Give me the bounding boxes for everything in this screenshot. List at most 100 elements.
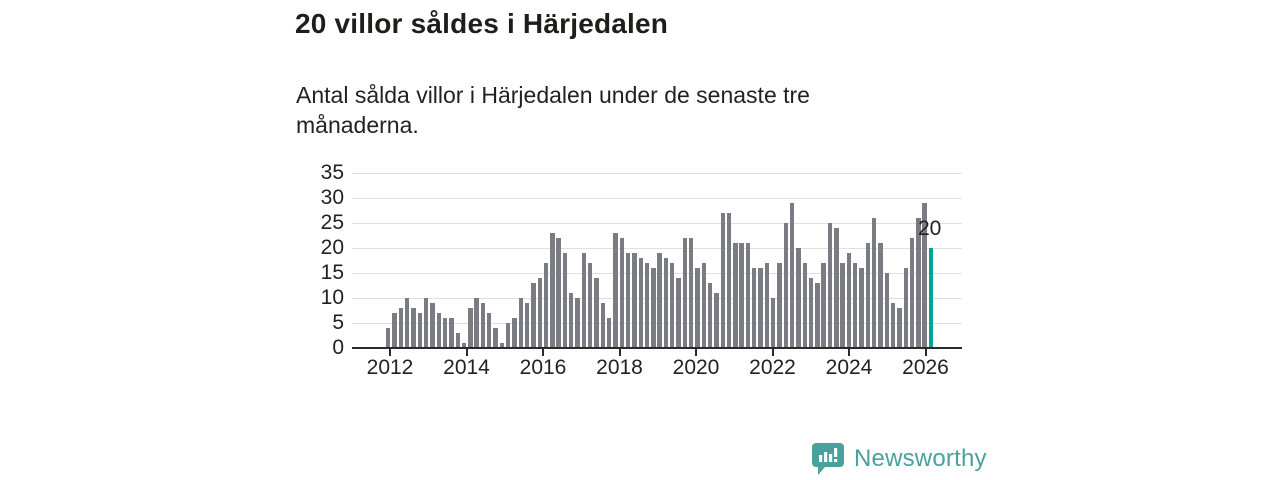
bar — [487, 313, 492, 348]
y-tick-label-0: 0 — [332, 336, 344, 359]
bar — [815, 283, 820, 348]
y-tick-label-10: 10 — [320, 286, 344, 309]
bar — [386, 328, 391, 348]
bar — [916, 218, 921, 348]
bar — [764, 263, 770, 348]
newsworthy-speech-bubble-bar-chart-icon — [812, 443, 844, 475]
bar — [556, 238, 561, 348]
bar — [625, 253, 631, 348]
bar — [859, 268, 864, 348]
bar — [853, 263, 858, 348]
bar — [707, 283, 713, 348]
bar — [695, 268, 700, 348]
bar — [581, 253, 587, 348]
bar — [600, 303, 606, 348]
highlighted-bar — [928, 248, 934, 348]
bar — [638, 258, 643, 348]
gridline-25 — [352, 223, 962, 224]
bar — [499, 343, 505, 348]
gridline-5 — [352, 323, 962, 324]
x-tick-2022 — [771, 349, 774, 356]
x-tick-2020 — [695, 349, 697, 356]
bar — [777, 263, 782, 348]
bar — [846, 253, 852, 348]
bar — [405, 298, 410, 348]
bar — [726, 213, 732, 348]
x-tick-2014 — [465, 349, 468, 356]
bar — [398, 308, 404, 348]
bar — [531, 283, 536, 348]
gridline-15 — [352, 273, 962, 274]
bar — [720, 213, 725, 348]
last-value-annotation: 20 — [918, 217, 942, 240]
bar — [606, 318, 612, 348]
bar — [745, 243, 751, 348]
bar — [909, 238, 915, 348]
bar — [827, 223, 833, 348]
bar — [449, 318, 454, 348]
bar — [632, 253, 637, 348]
newsworthy-wordmark: Newsworthy — [854, 445, 987, 472]
bar — [657, 253, 662, 348]
bar — [802, 263, 807, 348]
gridline-30 — [352, 198, 962, 199]
chart-subtitle: Antal sålda villor i Härjedalen under de… — [296, 82, 810, 138]
bar — [423, 298, 429, 348]
bar — [575, 298, 580, 348]
x-tick-label-2022: 2022 — [749, 356, 796, 379]
bar — [518, 298, 523, 348]
bar — [663, 258, 669, 348]
bar — [537, 278, 542, 348]
gridline-10 — [352, 298, 962, 299]
bar — [670, 263, 675, 348]
y-tick-label-35: 35 — [320, 161, 344, 184]
bar — [644, 263, 650, 348]
bar — [468, 308, 473, 348]
bar — [480, 303, 486, 348]
bar — [524, 303, 530, 348]
bar — [474, 298, 479, 348]
gridline-20 — [352, 248, 962, 249]
bar — [688, 238, 694, 348]
bar — [430, 303, 435, 348]
bar — [562, 253, 568, 348]
bar-chart-plot-area — [352, 173, 962, 349]
x-tick-label-2026: 2026 — [902, 356, 949, 379]
x-tick-2016 — [542, 349, 544, 356]
bar — [922, 203, 927, 348]
bar — [569, 293, 574, 348]
bar — [871, 218, 877, 348]
bar — [796, 248, 801, 348]
bar — [619, 238, 624, 348]
y-tick-label-25: 25 — [320, 211, 344, 234]
bar — [834, 228, 839, 348]
x-tick-label-2012: 2012 — [366, 356, 414, 379]
bar — [411, 308, 416, 348]
bar — [594, 278, 599, 348]
bar — [493, 328, 498, 348]
bar — [588, 263, 593, 348]
bar — [808, 278, 814, 348]
bar — [512, 318, 517, 348]
bar — [550, 233, 555, 348]
bar — [461, 343, 467, 348]
bar — [392, 313, 397, 348]
bar — [613, 233, 618, 348]
y-tick-label-5: 5 — [332, 311, 344, 334]
bar — [701, 263, 706, 348]
x-tick-label-2020: 2020 — [672, 356, 720, 379]
bar — [682, 238, 688, 348]
y-tick-label-30: 30 — [320, 186, 344, 209]
bar — [733, 243, 738, 348]
bar — [752, 268, 757, 348]
x-tick-label-2018: 2018 — [596, 356, 643, 379]
x-axis-line — [352, 347, 962, 349]
bar — [714, 293, 719, 348]
newsworthy-logo[interactable]: Newsworthy — [811, 441, 987, 477]
y-tick-label-15: 15 — [320, 261, 344, 284]
gridline-35 — [352, 173, 962, 174]
bar — [455, 333, 460, 348]
bar — [789, 203, 795, 348]
x-tick-2012 — [389, 349, 391, 356]
bar — [436, 313, 441, 348]
